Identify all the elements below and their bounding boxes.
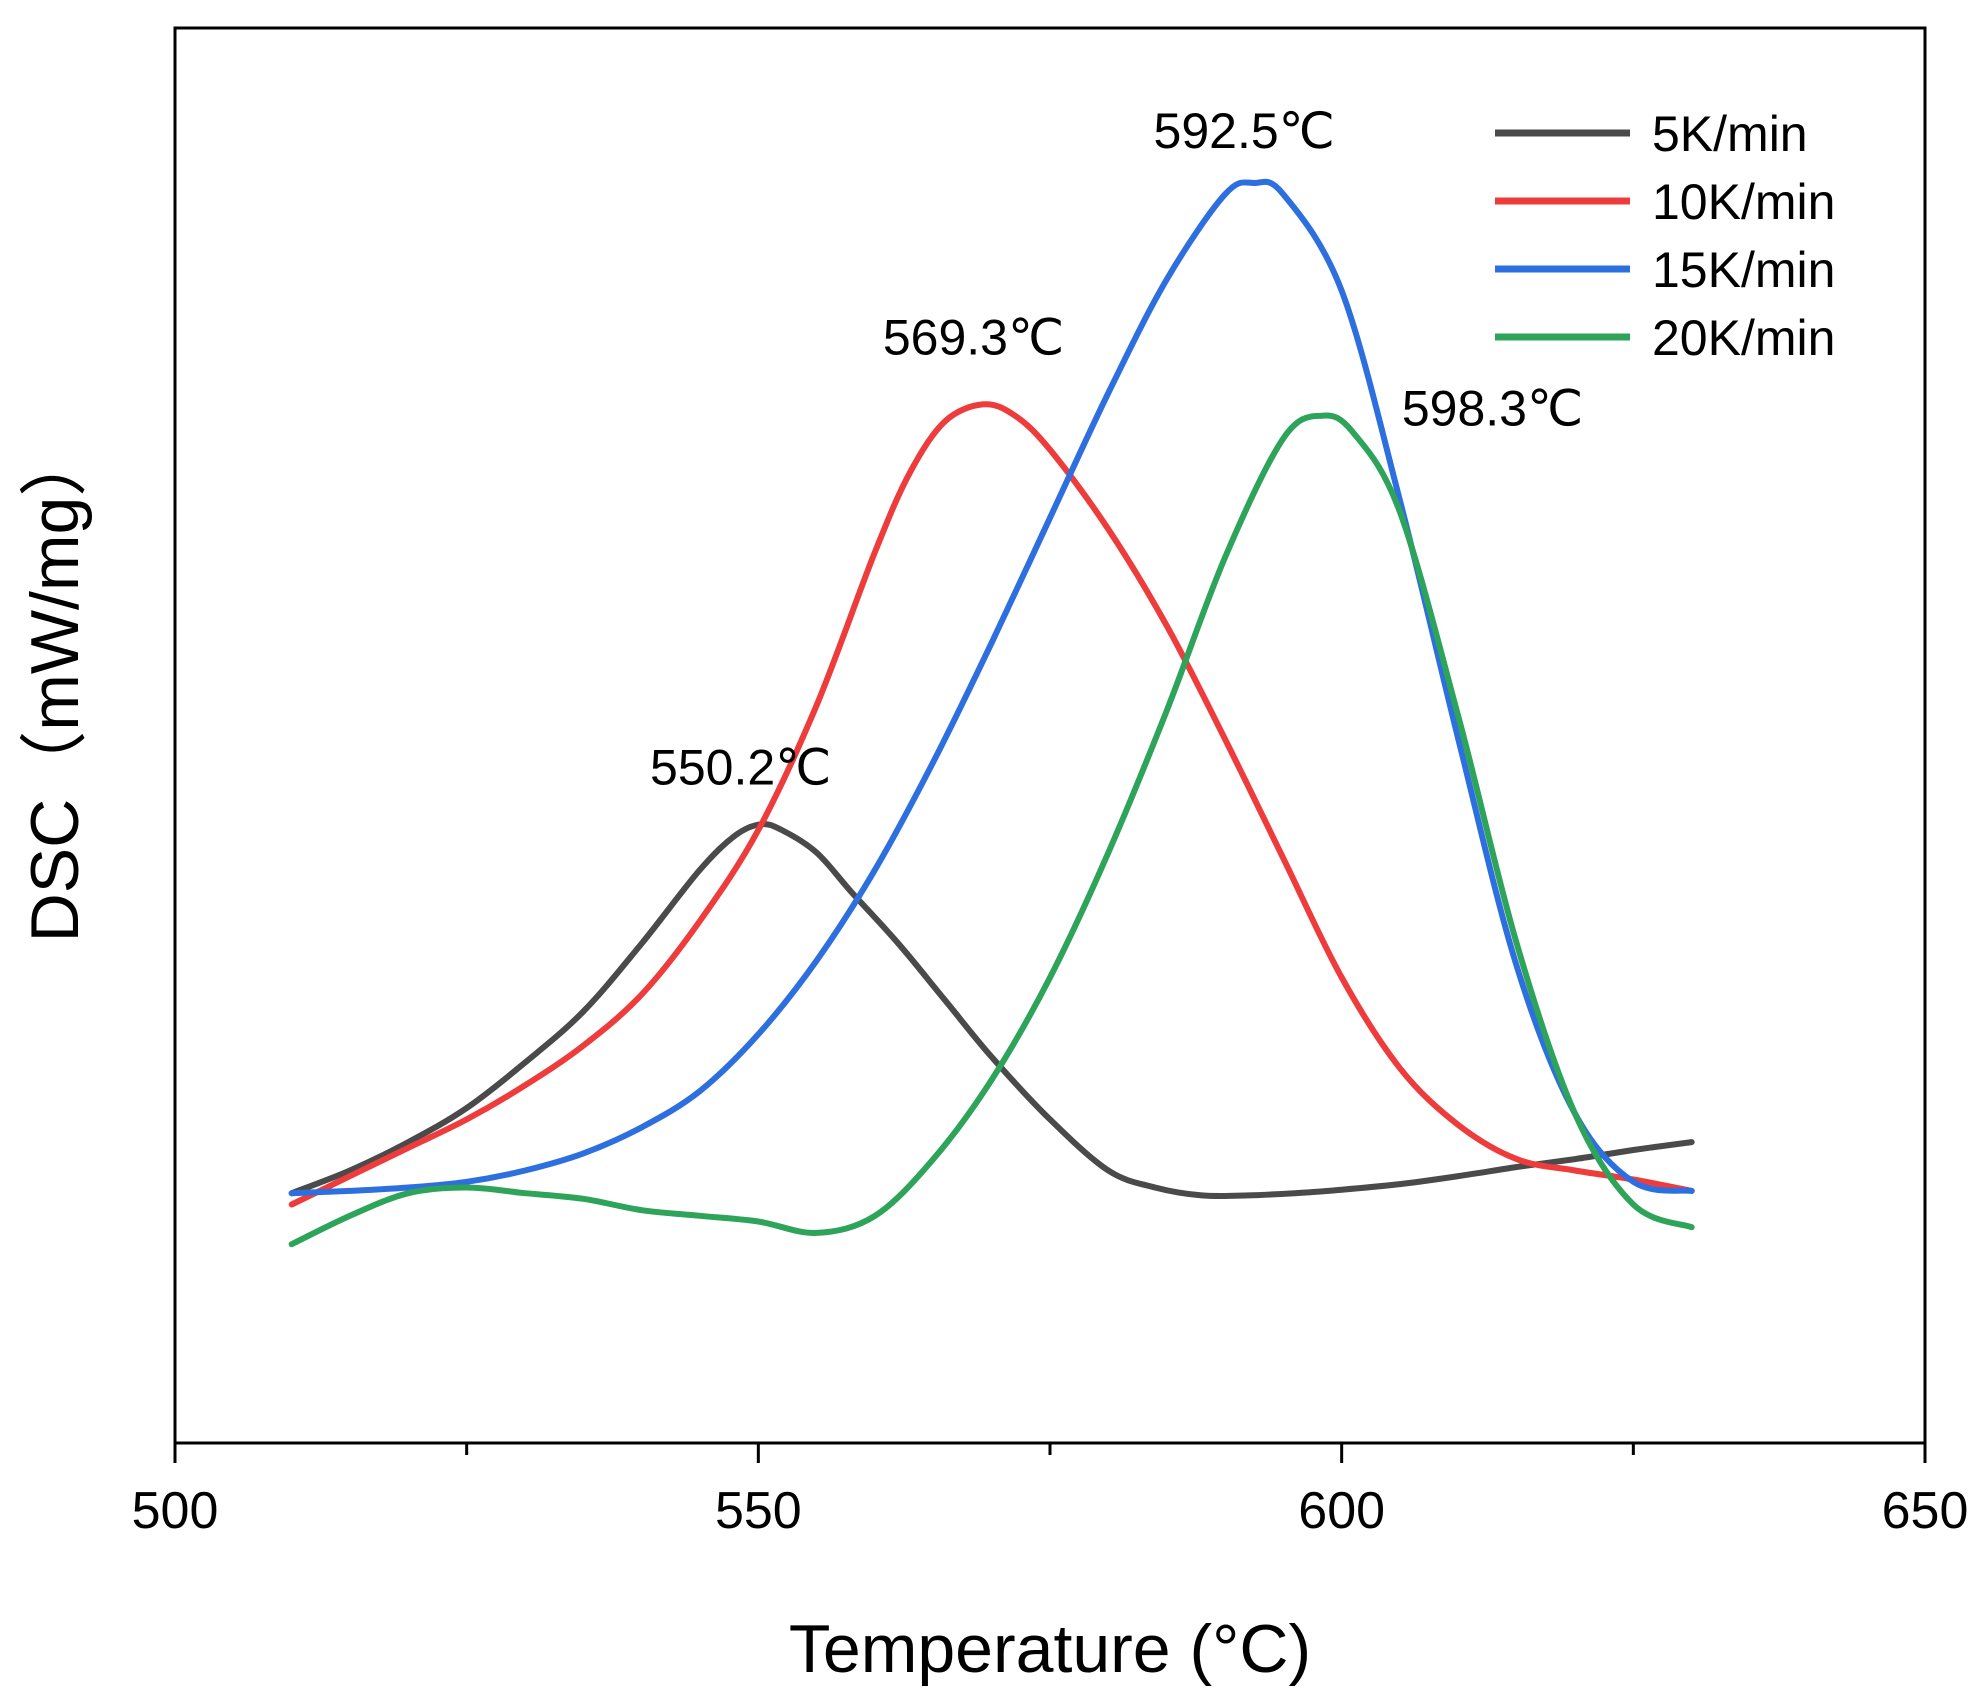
legend: 5K/min 10K/min 15K/min 20K/min <box>1495 106 1835 366</box>
series-line-10k-min <box>288 401 1695 1208</box>
peak-label: 598.3℃ <box>1402 381 1583 437</box>
peak-annotations: 550.2℃ 569.3℃ 592.5℃ 598.3℃ <box>650 103 1583 795</box>
x-tick-label: 550 <box>715 1482 802 1540</box>
legend-label: 5K/min <box>1652 106 1808 162</box>
series-line-5k-min <box>288 821 1695 1200</box>
legend-label: 20K/min <box>1652 310 1835 366</box>
x-axis-title: Temperature (°C) <box>789 1611 1311 1687</box>
peak-label: 550.2℃ <box>650 739 831 795</box>
plot-frame <box>173 26 1927 1445</box>
series-line-15k-min <box>288 178 1695 1197</box>
series-line-20k-min <box>288 412 1695 1248</box>
legend-label: 15K/min <box>1652 242 1835 298</box>
curves-layer <box>288 178 1695 1248</box>
peak-label: 569.3℃ <box>883 309 1064 365</box>
legend-label: 10K/min <box>1652 174 1835 230</box>
axis-ticks: 500 550 600 650 <box>132 1443 1969 1540</box>
peak-label: 592.5℃ <box>1154 103 1335 159</box>
x-tick-label: 650 <box>1882 1482 1969 1540</box>
y-axis-title: DSC（mW/mg） <box>17 429 93 943</box>
x-tick-label: 500 <box>132 1482 219 1540</box>
x-tick-label: 600 <box>1298 1482 1385 1540</box>
